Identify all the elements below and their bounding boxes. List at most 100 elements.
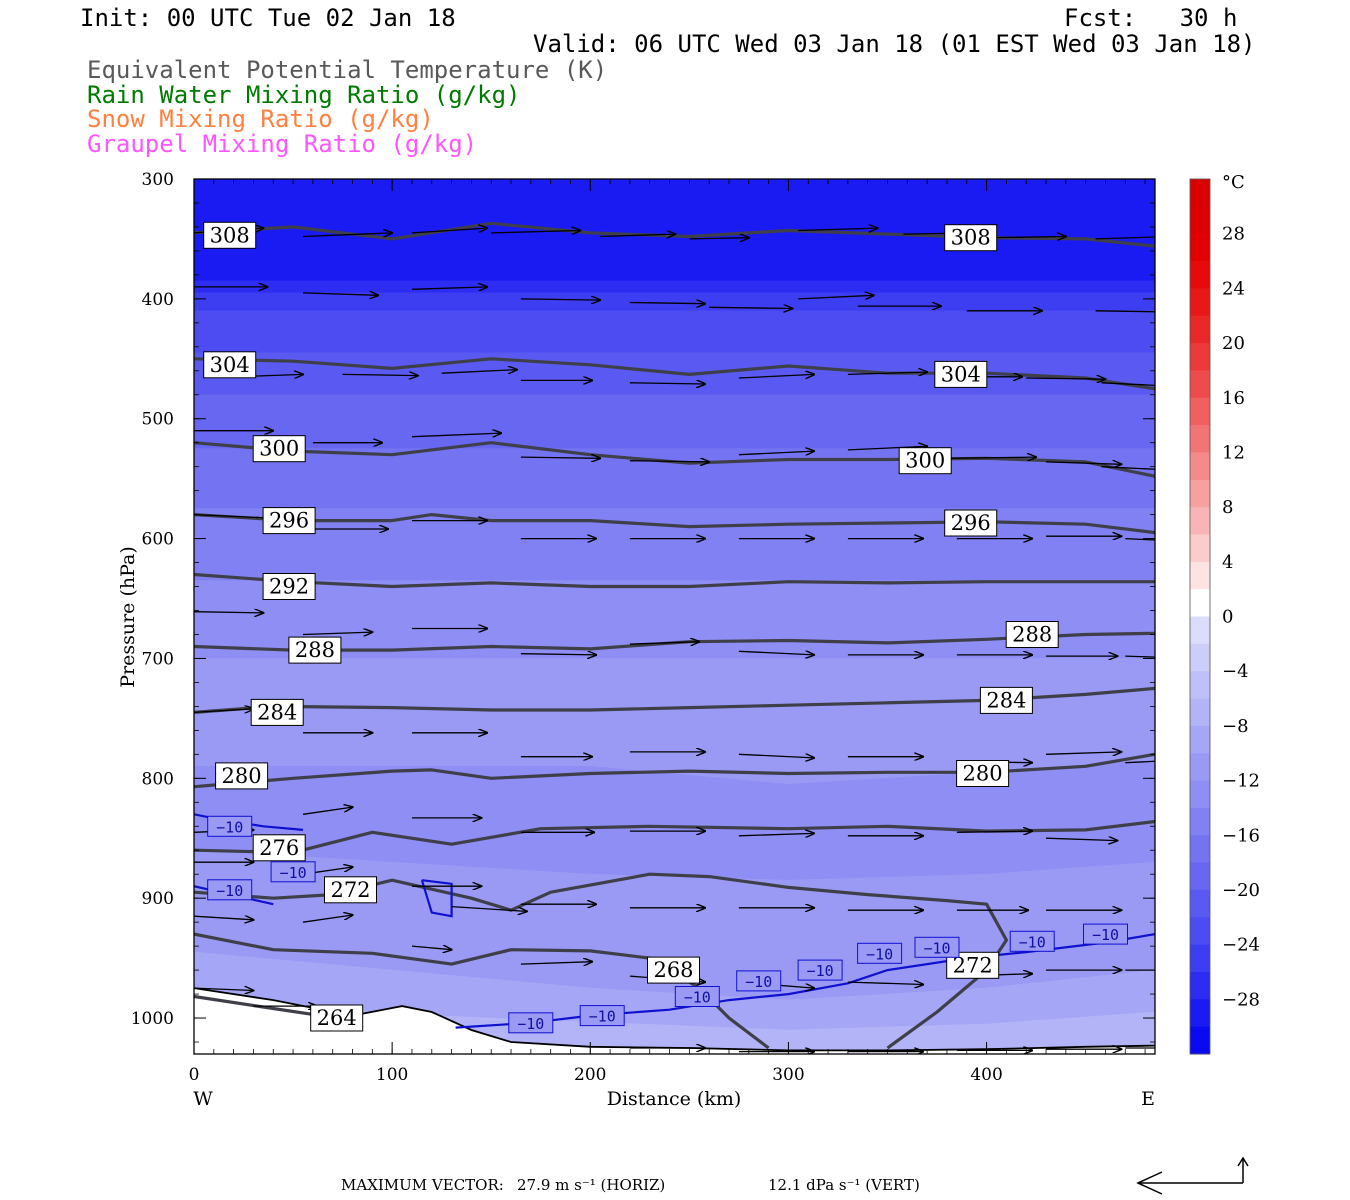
wind-vector (194, 612, 263, 613)
colorbar-tick-label: 20 (1222, 333, 1245, 354)
theta-e-label: 296 (951, 511, 991, 535)
wind-vector (194, 515, 273, 519)
wind-vector (411, 287, 487, 289)
wind-vector (629, 383, 705, 384)
wind-vector (1026, 378, 1105, 379)
theta-e-label-box (252, 834, 306, 862)
wind-vector (1125, 537, 1155, 541)
colorbar-bin (1190, 261, 1210, 289)
wind-vector (302, 233, 392, 237)
colorbar-bin (1190, 452, 1210, 481)
colorbar-bin (1190, 917, 1210, 946)
wind-vector (1095, 310, 1155, 313)
isotherm-label-box (674, 986, 720, 1007)
colorbar-bin (1190, 643, 1210, 672)
isotherm-label: −10 (866, 945, 893, 963)
field-title-theta-e: Equivalent Potential Temperature (K) (87, 56, 608, 84)
temperature-band (194, 179, 1155, 282)
x-tick-label: 200 (574, 1065, 606, 1085)
temperature-band (194, 280, 1155, 294)
colorbar-tick-label: 4 (1222, 552, 1233, 573)
colorbar-bin (1190, 343, 1210, 371)
theta-e-label: 280 (222, 764, 262, 788)
plot-frame (193, 178, 1156, 1055)
colorbar-tick-label: 16 (1222, 388, 1245, 409)
isotherm-label: −10 (745, 973, 772, 991)
colorbar-bin (1190, 479, 1210, 508)
isotherm-label-box (508, 1012, 554, 1034)
x-axis-label: Distance (km) (607, 1088, 742, 1110)
field-title-rain: Rain Water Mixing Ratio (g/kg) (87, 81, 521, 109)
theta-e-label-box (288, 636, 342, 664)
wind-vector (990, 237, 1066, 238)
wind-vector (411, 228, 487, 234)
theta-e-label-box (1005, 621, 1059, 648)
wind-vector (798, 228, 877, 230)
colorbar-tick-label: 0 (1222, 607, 1233, 628)
wind-vector (689, 238, 748, 239)
theta-e-label: 300 (905, 449, 945, 473)
wind-vector (302, 632, 372, 634)
colorbar-tick-label: −16 (1222, 825, 1260, 846)
x-tick-label: 100 (376, 1065, 408, 1085)
wind-vector (194, 916, 253, 920)
theta-e-label-box (215, 762, 269, 790)
theta-e-label: 308 (951, 226, 991, 250)
theta-e-label-box (250, 698, 304, 726)
isotherm-label: −10 (1019, 933, 1046, 951)
isotherm-label-box (857, 942, 903, 964)
theta-e-label-box (647, 956, 700, 984)
colorbar-bin (1190, 862, 1210, 891)
isotherm-label-box (736, 970, 782, 992)
colorbar-bin (1190, 972, 1210, 1000)
colorbar-tick-label: 28 (1222, 224, 1245, 245)
wind-vector (520, 457, 600, 458)
wind-vector (709, 307, 792, 308)
theta-e-label-box (898, 447, 952, 475)
theta-e-contour-292 (194, 572, 1155, 589)
colorbar-bin (1190, 589, 1210, 617)
colorbar-tick-label: −24 (1222, 935, 1260, 956)
colorbar-bin (1190, 425, 1210, 453)
y-tick-label: 1000 (131, 1009, 174, 1029)
theta-e-label-box (310, 1004, 364, 1032)
wind-vector (1095, 236, 1155, 240)
temperature-band (194, 508, 1155, 581)
theta-e-label: 284 (986, 688, 1026, 712)
wind-vector (629, 642, 699, 644)
wind-vector (520, 962, 592, 964)
wind-vector (302, 807, 353, 815)
colorbar-bin (1190, 944, 1210, 973)
isotherm-label: −10 (923, 939, 950, 957)
wind-vector (302, 915, 353, 923)
colorbar-tick-label: −28 (1222, 989, 1260, 1010)
colorbar-bin (1190, 753, 1210, 781)
wind-vector (194, 709, 253, 713)
reference-vector-icon (1136, 1156, 1249, 1195)
theta-e-label: 280 (963, 762, 1003, 786)
temperature-band (194, 658, 1155, 785)
theta-e-label-box (934, 360, 988, 388)
max-vector-vertical: 12.1 dPa s⁻¹ (VERT) (768, 1176, 920, 1194)
valid-time: Valid: 06 UTC Wed 03 Jan 18 (01 EST Wed … (533, 30, 1256, 58)
colorbar-bin (1190, 725, 1210, 754)
isotherm-label: −10 (1092, 926, 1119, 944)
wind-vector (1045, 462, 1121, 464)
wind-vector (342, 374, 418, 375)
colorbar-tick-label: −20 (1222, 880, 1260, 901)
theta-e-label: 292 (269, 575, 309, 599)
x-tick-label: 400 (970, 1065, 1002, 1085)
wind-vector (629, 303, 705, 304)
y-tick-label: 700 (142, 649, 174, 669)
y-tick-label: 800 (142, 769, 174, 789)
wind-vector (738, 651, 814, 655)
x-tick-label: 300 (772, 1065, 804, 1085)
wind-vector (1045, 752, 1121, 754)
wind-vector (738, 451, 814, 455)
wind-vector (847, 982, 923, 984)
x-tick-label: 0 (189, 1065, 200, 1085)
theta-e-label: 304 (941, 362, 981, 386)
wind-vector (629, 461, 709, 462)
theta-e-label: 300 (259, 437, 299, 461)
isotherm-label: −10 (216, 882, 243, 900)
